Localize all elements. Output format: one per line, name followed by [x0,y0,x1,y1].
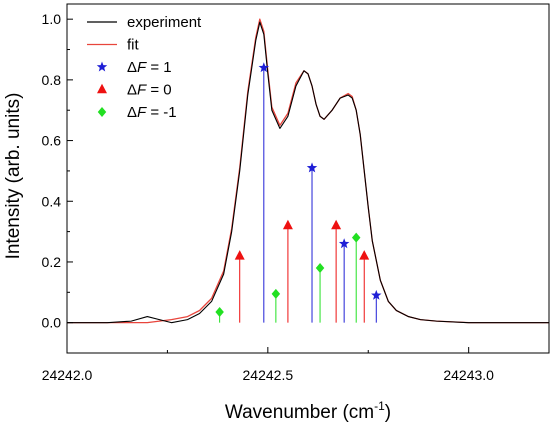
y-axis: 0.0 0.2 0.4 0.6 0.8 1.0 [42,11,73,354]
stick-marker-triangle-1 [282,219,293,230]
series-line-experiment [67,21,549,324]
plot-frame [66,3,550,354]
y-tick-label: 0.0 [42,315,62,331]
stick-marker-star-2 [338,238,350,249]
stick-marker-diamond-3 [351,232,361,243]
legend-marker-triangle [97,83,107,94]
legend-marker-diamond [97,107,107,117]
plot-area [67,18,549,324]
y-axis-title: Intensity (arb. units) [3,93,24,260]
x-axis: 24242.0 24242.5 24243.0 [42,347,494,383]
stick-marker-star-0 [258,62,270,73]
x-axis-title-main: Wavenumber (cm [225,402,374,423]
curves [67,18,549,324]
stick-marker-diamond-1 [271,288,281,299]
y-tick-label: 0.2 [42,254,62,270]
x-tick-label: 24242.5 [243,367,294,383]
stick-marker-triangle-2 [331,219,342,230]
x-axis-title: Wavenumber (cm-1) [225,399,391,423]
stick-marker-triangle-3 [359,250,370,260]
legend-label: ΔF = 0 [127,82,172,99]
y-tick-label: 0.4 [42,193,62,209]
legend-marker-star [96,61,108,72]
legend-label: ΔF = 1 [127,59,172,76]
stick-lines [219,67,377,323]
x-tick-label: 24243.0 [443,367,494,383]
legend-label: fit [127,37,140,54]
stick-marker-star-1 [306,162,318,173]
x-axis-title-sup: -1 [374,399,385,413]
legend-label: experiment [127,14,202,31]
x-tick-label: 24242.0 [42,367,93,383]
stick-marker-diamond-0 [215,307,224,318]
legend-label: ΔF = -1 [127,104,177,121]
stick-marker-diamond-2 [315,263,325,274]
y-tick-label: 1.0 [42,11,62,27]
legend: experiment fit ΔF = 1 ΔF = 0 ΔF = -1 [87,14,202,121]
y-tick-label: 0.8 [42,72,62,88]
stick-marker-triangle-0 [234,250,245,260]
stick-marker-star-3 [371,289,382,300]
stick-markers [215,62,382,318]
x-axis-title-close: ) [385,402,391,423]
y-tick-label: 0.6 [42,133,62,149]
